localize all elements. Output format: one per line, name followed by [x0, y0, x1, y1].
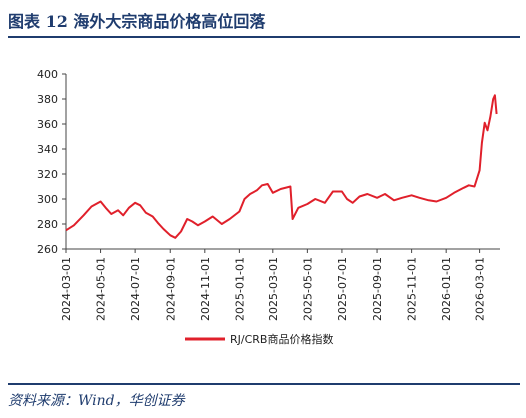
x-tick-label: 2025-03-01: [267, 257, 280, 321]
x-tick-label: 2025-11-01: [406, 257, 419, 321]
x-tick-label: 2024-07-01: [129, 257, 142, 321]
legend-label: RJ/CRB商品价格指数: [230, 332, 333, 346]
x-tick-label: 2026-01-01: [440, 257, 453, 321]
source-note: 资料来源：Wind，华创证券: [8, 393, 185, 409]
x-tick-label: 2025-01-01: [233, 257, 246, 321]
x-tick-label: 2024-09-01: [164, 257, 177, 321]
x-tick-label: 2025-07-01: [336, 257, 349, 321]
y-tick-label: 300: [37, 193, 58, 206]
y-tick-label: 360: [37, 118, 58, 131]
title-bar: 图表 12 海外大宗商品价格高位回落: [8, 8, 520, 38]
x-tick-label: 2024-03-01: [60, 257, 73, 321]
source-divider: [8, 383, 520, 385]
series-lines: [65, 94, 498, 239]
x-tick-label: 2024-05-01: [95, 257, 108, 321]
series-line: [65, 94, 498, 239]
y-tick-label: 260: [37, 243, 58, 256]
y-tick-label: 380: [37, 93, 58, 106]
x-axis-ticks: 2024-03-01 2024-05-01 2024-07-01 2024-09-01…: [60, 249, 487, 321]
x-tick-label: 2024-11-01: [199, 257, 212, 321]
y-tick-label: 320: [37, 168, 58, 181]
x-tick-label: 2025-05-01: [301, 257, 314, 321]
title-divider: [8, 36, 520, 38]
y-tick-label: 340: [37, 143, 58, 156]
y-tick-label: 280: [37, 218, 58, 231]
x-tick-label: 2025-09-01: [371, 257, 384, 321]
chart-axes: [65, 74, 500, 250]
legend: RJ/CRB商品价格指数: [185, 332, 333, 346]
y-axis-ticks: 260 280 300 320 340 360 380 400: [37, 68, 66, 256]
y-tick-label: 400: [37, 68, 58, 81]
page-title: 图表 12 海外大宗商品价格高位回落: [8, 12, 266, 31]
x-tick-label: 2026-03-01: [474, 257, 487, 321]
